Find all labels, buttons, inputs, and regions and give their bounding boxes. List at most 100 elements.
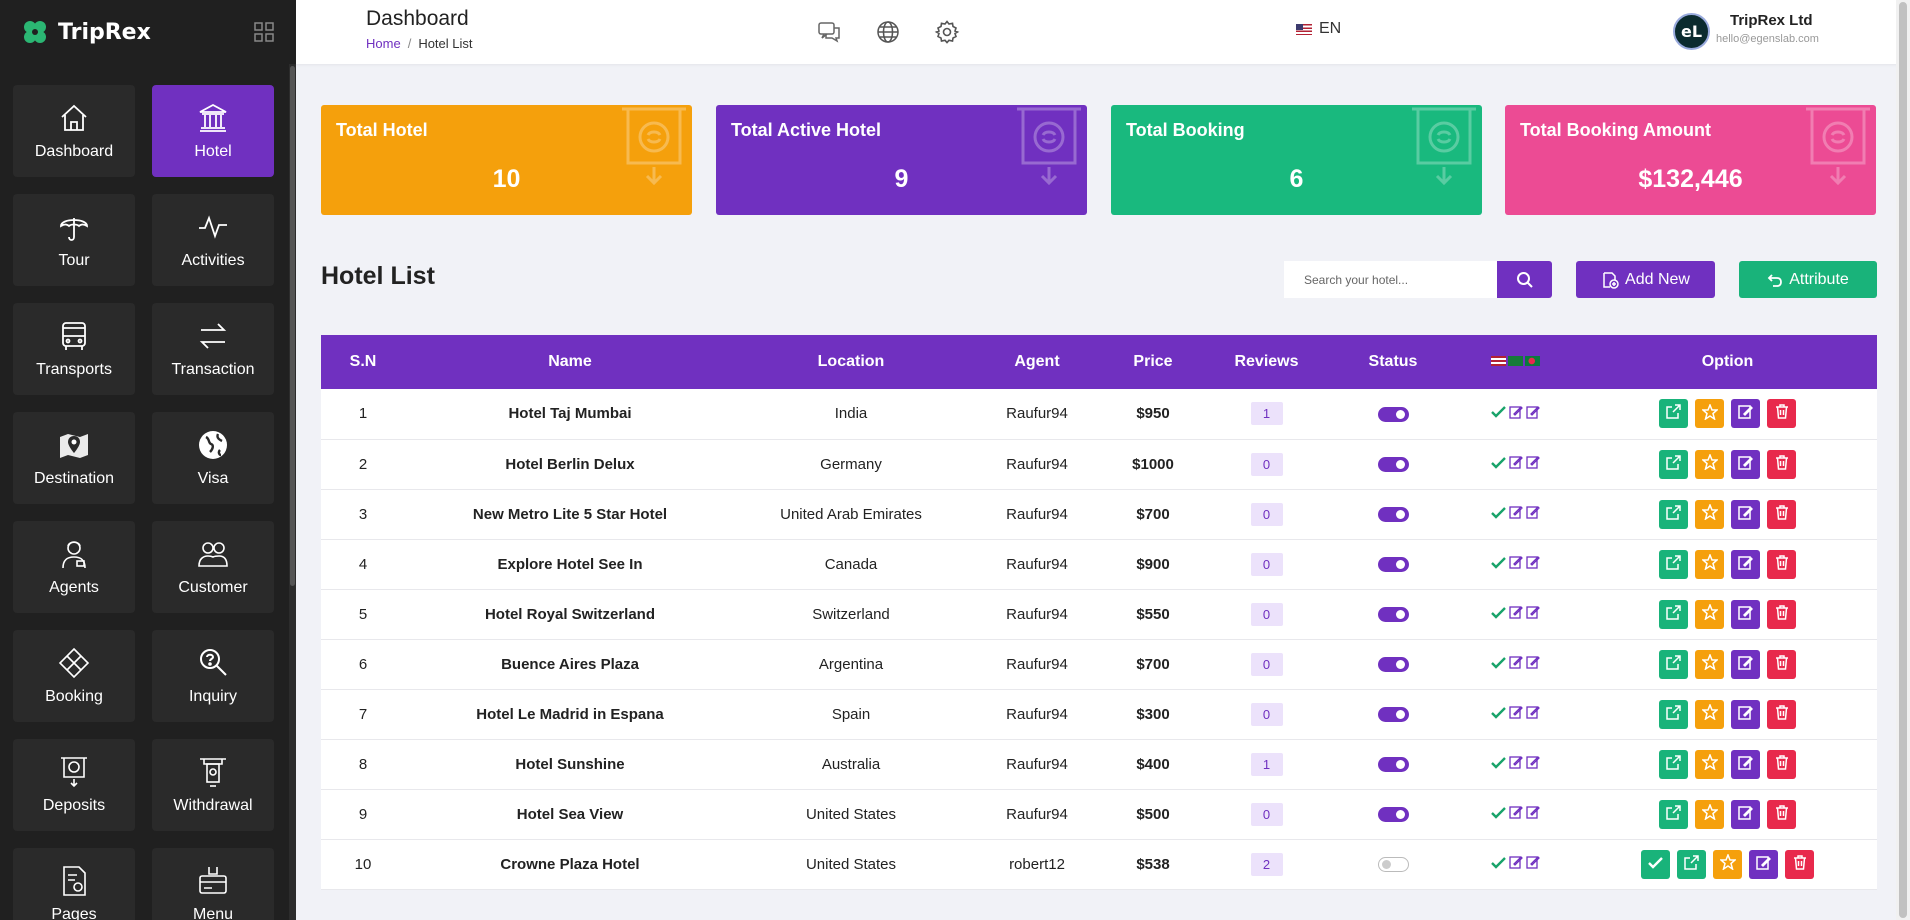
status-toggle[interactable] bbox=[1377, 507, 1409, 523]
status-toggle[interactable] bbox=[1377, 707, 1409, 723]
chat-icon[interactable] bbox=[816, 19, 842, 45]
sidebar-scrollbar[interactable] bbox=[289, 64, 296, 920]
status-toggle[interactable] bbox=[1377, 406, 1409, 422]
page-scrollbar[interactable] bbox=[1896, 0, 1910, 920]
delete-button[interactable] bbox=[1767, 749, 1796, 779]
feature-button[interactable] bbox=[1695, 599, 1724, 629]
delete-button[interactable] bbox=[1767, 799, 1796, 829]
edit-translation-icon[interactable] bbox=[1525, 605, 1540, 623]
edit-translation-icon[interactable] bbox=[1508, 455, 1523, 473]
sidebar-item-pages[interactable]: Pages bbox=[13, 848, 135, 920]
edit-button[interactable] bbox=[1749, 849, 1778, 879]
edit-translation-icon[interactable] bbox=[1525, 505, 1540, 523]
sidebar-item-activities[interactable]: Activities bbox=[152, 194, 274, 286]
edit-button[interactable] bbox=[1731, 799, 1760, 829]
edit-translation-icon[interactable] bbox=[1525, 655, 1540, 673]
edit-translation-icon[interactable] bbox=[1508, 705, 1523, 723]
sidebar-item-withdrawal[interactable]: Withdrawal bbox=[152, 739, 274, 831]
feature-button[interactable] bbox=[1713, 849, 1742, 879]
edit-translation-icon[interactable] bbox=[1525, 855, 1540, 873]
feature-button[interactable] bbox=[1695, 499, 1724, 529]
status-toggle[interactable] bbox=[1377, 857, 1409, 873]
sidebar-item-deposits[interactable]: Deposits bbox=[13, 739, 135, 831]
edit-button[interactable] bbox=[1731, 649, 1760, 679]
view-button[interactable] bbox=[1659, 599, 1688, 629]
edit-translation-icon[interactable] bbox=[1508, 605, 1523, 623]
attribute-button[interactable]: Attribute bbox=[1739, 261, 1877, 298]
view-button[interactable] bbox=[1659, 399, 1688, 429]
language-selector[interactable]: EN bbox=[1296, 20, 1341, 38]
feature-button[interactable] bbox=[1695, 449, 1724, 479]
view-button[interactable] bbox=[1659, 649, 1688, 679]
sidebar-item-booking[interactable]: Booking bbox=[13, 630, 135, 722]
view-button[interactable] bbox=[1659, 549, 1688, 579]
view-button[interactable] bbox=[1677, 849, 1706, 879]
sidebar-item-menu[interactable]: Menu bbox=[152, 848, 274, 920]
hotel-search-input[interactable] bbox=[1284, 261, 1497, 298]
view-button[interactable] bbox=[1659, 499, 1688, 529]
sidebar-item-customer[interactable]: Customer bbox=[152, 521, 274, 613]
sidebar-item-tour[interactable]: Tour bbox=[13, 194, 135, 286]
page-scroll-thumb[interactable] bbox=[1899, 2, 1907, 918]
edit-translation-icon[interactable] bbox=[1525, 455, 1540, 473]
sidebar-item-transports[interactable]: Transports bbox=[13, 303, 135, 395]
sidebar-item-dashboard[interactable]: Dashboard bbox=[13, 85, 135, 177]
edit-translation-icon[interactable] bbox=[1525, 805, 1540, 823]
feature-button[interactable] bbox=[1695, 549, 1724, 579]
edit-button[interactable] bbox=[1731, 749, 1760, 779]
edit-translation-icon[interactable] bbox=[1508, 855, 1523, 873]
edit-translation-icon[interactable] bbox=[1508, 655, 1523, 673]
add-new-button[interactable]: Add New bbox=[1576, 261, 1715, 298]
feature-button[interactable] bbox=[1695, 399, 1724, 429]
delete-button[interactable] bbox=[1767, 499, 1796, 529]
delete-button[interactable] bbox=[1785, 849, 1814, 879]
delete-button[interactable] bbox=[1767, 599, 1796, 629]
sidebar-item-inquiry[interactable]: Inquiry bbox=[152, 630, 274, 722]
approve-button[interactable] bbox=[1641, 849, 1670, 879]
view-button[interactable] bbox=[1659, 449, 1688, 479]
edit-button[interactable] bbox=[1731, 549, 1760, 579]
gear-icon[interactable] bbox=[934, 19, 960, 45]
delete-button[interactable] bbox=[1767, 649, 1796, 679]
delete-button[interactable] bbox=[1767, 399, 1796, 429]
edit-translation-icon[interactable] bbox=[1508, 405, 1523, 423]
status-toggle[interactable] bbox=[1377, 757, 1409, 773]
feature-button[interactable] bbox=[1695, 799, 1724, 829]
edit-translation-icon[interactable] bbox=[1508, 755, 1523, 773]
edit-button[interactable] bbox=[1731, 399, 1760, 429]
avatar[interactable]: eL bbox=[1673, 13, 1710, 50]
delete-button[interactable] bbox=[1767, 549, 1796, 579]
status-toggle[interactable] bbox=[1377, 657, 1409, 673]
view-button[interactable] bbox=[1659, 749, 1688, 779]
edit-translation-icon[interactable] bbox=[1525, 555, 1540, 573]
sidebar-item-agents[interactable]: Agents bbox=[13, 521, 135, 613]
edit-button[interactable] bbox=[1731, 699, 1760, 729]
sidebar-item-transaction[interactable]: Transaction bbox=[152, 303, 274, 395]
status-toggle[interactable] bbox=[1377, 607, 1409, 623]
edit-translation-icon[interactable] bbox=[1525, 755, 1540, 773]
edit-translation-icon[interactable] bbox=[1525, 405, 1540, 423]
feature-button[interactable] bbox=[1695, 749, 1724, 779]
feature-button[interactable] bbox=[1695, 699, 1724, 729]
edit-translation-icon[interactable] bbox=[1525, 705, 1540, 723]
sidebar-scroll-thumb[interactable] bbox=[290, 66, 295, 586]
status-toggle[interactable] bbox=[1377, 457, 1409, 473]
user-name[interactable]: TripRex Ltd bbox=[1730, 12, 1813, 29]
delete-button[interactable] bbox=[1767, 449, 1796, 479]
sidebar-item-destination[interactable]: Destination bbox=[13, 412, 135, 504]
edit-button[interactable] bbox=[1731, 599, 1760, 629]
grid-toggle-icon[interactable] bbox=[254, 22, 274, 42]
globe-icon[interactable] bbox=[875, 19, 901, 45]
delete-button[interactable] bbox=[1767, 699, 1796, 729]
view-button[interactable] bbox=[1659, 699, 1688, 729]
status-toggle[interactable] bbox=[1377, 807, 1409, 823]
view-button[interactable] bbox=[1659, 799, 1688, 829]
brand-logo[interactable]: TripRex bbox=[20, 17, 151, 47]
edit-button[interactable] bbox=[1731, 449, 1760, 479]
search-button[interactable] bbox=[1497, 261, 1552, 298]
sidebar-item-hotel[interactable]: Hotel bbox=[152, 85, 274, 177]
feature-button[interactable] bbox=[1695, 649, 1724, 679]
breadcrumb-home-link[interactable]: Home bbox=[366, 36, 401, 51]
edit-button[interactable] bbox=[1731, 499, 1760, 529]
edit-translation-icon[interactable] bbox=[1508, 805, 1523, 823]
